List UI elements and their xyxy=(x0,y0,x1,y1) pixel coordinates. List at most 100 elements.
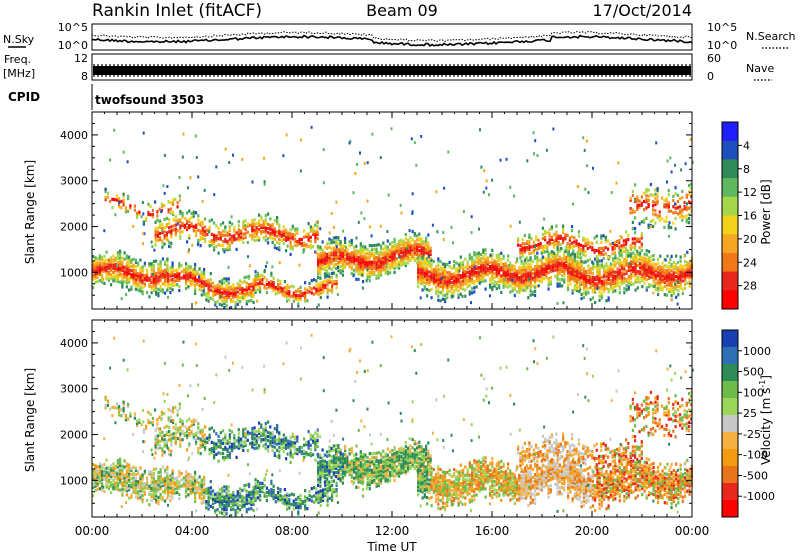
radar-cell xyxy=(534,293,537,297)
radar-cell xyxy=(402,248,405,252)
radar-cell xyxy=(453,288,456,293)
radar-cell xyxy=(335,200,338,204)
radar-cell xyxy=(595,249,598,253)
radar-cell xyxy=(270,280,273,284)
radar-cell xyxy=(121,264,124,268)
radar-cell xyxy=(668,269,671,273)
radar-cell xyxy=(218,296,221,300)
radar-cell xyxy=(134,275,137,279)
radar-cell xyxy=(152,268,155,272)
radar-cell xyxy=(439,291,442,295)
radar-cell xyxy=(344,259,347,263)
radar-cell xyxy=(156,238,159,242)
radar-cell xyxy=(502,285,505,289)
radar-cell xyxy=(253,218,256,222)
radar-cell xyxy=(441,266,444,270)
radar-cell xyxy=(419,269,422,273)
radar-cell xyxy=(585,269,588,274)
radar-cell xyxy=(573,261,576,265)
radar-cell xyxy=(507,279,510,283)
radar-cell xyxy=(364,255,367,259)
radar-cell xyxy=(425,242,428,247)
radar-cell xyxy=(380,246,383,250)
radar-cell xyxy=(477,270,480,274)
radar-cell xyxy=(607,290,610,294)
radar-cell xyxy=(187,485,190,489)
radar-cell xyxy=(107,272,110,277)
radar-cell xyxy=(480,165,483,169)
radar-cell xyxy=(609,285,612,289)
radar-cell xyxy=(468,271,471,275)
radar-cell xyxy=(459,265,462,269)
radar-cell xyxy=(675,262,678,266)
radar-cell xyxy=(450,291,453,295)
radar-cell xyxy=(137,278,140,282)
radar-cell xyxy=(519,244,522,248)
radar-cell xyxy=(130,264,133,268)
radar-cell xyxy=(258,219,261,223)
radar-cell xyxy=(547,252,550,256)
radar-cell xyxy=(127,209,129,213)
nsearch-label: N.Search xyxy=(746,30,796,43)
radar-cell xyxy=(652,193,655,198)
radar-cell xyxy=(150,492,153,497)
radar-cell xyxy=(161,231,164,235)
radar-cell xyxy=(518,286,521,290)
radar-cell xyxy=(534,271,537,275)
radar-cell xyxy=(359,273,362,277)
radar-cell xyxy=(339,246,342,250)
radar-cell xyxy=(443,186,446,190)
radar-cell xyxy=(213,237,216,241)
radar-cell xyxy=(167,208,170,212)
radar-cell xyxy=(493,265,496,269)
radar-cell xyxy=(172,202,175,206)
radar-cell xyxy=(330,253,333,257)
radar-cell xyxy=(101,476,104,480)
radar-cell xyxy=(373,270,376,274)
radar-cell xyxy=(168,217,171,222)
radar-cell xyxy=(230,291,233,295)
radar-cell xyxy=(103,463,106,467)
radar-cell xyxy=(170,235,173,239)
radar-cell xyxy=(114,273,117,277)
radar-cell xyxy=(164,283,167,287)
date-title: 17/Oct/2014 xyxy=(592,1,692,20)
radar-cell xyxy=(373,266,376,270)
radar-cell xyxy=(667,226,670,230)
radar-cell xyxy=(112,258,115,262)
radar-cell xyxy=(529,270,532,274)
radar-cell xyxy=(276,216,279,220)
radar-cell xyxy=(446,262,449,267)
radar-cell xyxy=(344,253,347,257)
radar-cell xyxy=(578,265,581,269)
radar-cell xyxy=(254,274,257,278)
radar-cell xyxy=(672,291,675,296)
radar-cell xyxy=(134,477,137,481)
radar-cell xyxy=(286,287,289,291)
radar-cell xyxy=(400,238,403,242)
radar-cell xyxy=(366,161,369,165)
radar-cell xyxy=(98,272,101,277)
radar-cell xyxy=(471,256,474,260)
freq-tick-top: 12 xyxy=(74,52,88,65)
radar-cell xyxy=(313,292,316,296)
radar-cell xyxy=(185,280,188,284)
radar-cell xyxy=(578,269,581,273)
beam-title: Beam 09 xyxy=(366,1,438,20)
radar-cell xyxy=(163,230,166,234)
radar-cell xyxy=(216,285,219,289)
radar-cell xyxy=(110,283,113,287)
radar-cell xyxy=(575,241,578,245)
radar-cell xyxy=(679,284,682,288)
radar-cell xyxy=(439,280,442,284)
radar-cell xyxy=(382,264,385,268)
radar-cell xyxy=(659,279,662,283)
radar-cell xyxy=(319,283,322,287)
radar-cell xyxy=(119,272,122,276)
radar-cell xyxy=(643,252,646,256)
radar-cell xyxy=(643,262,646,267)
radar-cell xyxy=(223,277,226,281)
radar-cell xyxy=(169,274,172,278)
radar-cell xyxy=(232,299,235,303)
radar-cell xyxy=(380,244,383,248)
